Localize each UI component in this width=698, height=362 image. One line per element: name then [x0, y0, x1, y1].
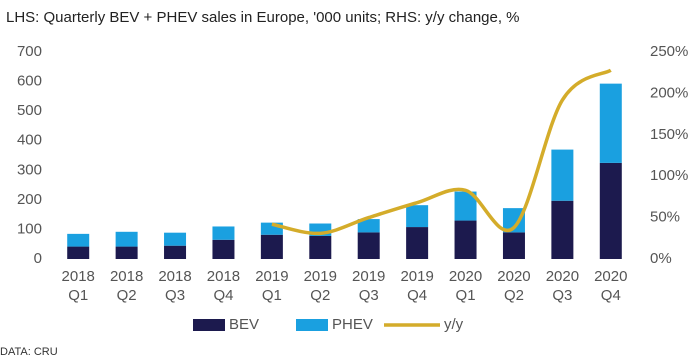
x-tick-label: 2020: [497, 268, 530, 285]
x-tick-label: Q2: [310, 287, 330, 304]
x-tick-label: Q3: [359, 287, 379, 304]
x-tick-label: 2018: [62, 268, 95, 285]
y-tick-label: 300: [17, 161, 42, 178]
x-tick-label: Q1: [68, 287, 88, 304]
legend-swatch: [296, 319, 328, 331]
y-tick-label: 200: [17, 191, 42, 208]
bar: [260, 234, 283, 259]
bar: [164, 232, 187, 246]
x-tick-label: Q4: [213, 287, 233, 304]
bar: [502, 232, 525, 259]
x-tick-label: 2019: [304, 268, 337, 285]
x-tick-label: Q2: [504, 287, 524, 304]
bar: [502, 208, 525, 233]
x-tick-label: 2019: [255, 268, 288, 285]
x-tick-label: Q3: [552, 287, 572, 304]
x-tick-label: 2020: [594, 268, 627, 285]
x-tick-label: 2020: [449, 268, 482, 285]
x-tick-label: Q2: [117, 287, 137, 304]
x-tick-label: 2018: [110, 268, 143, 285]
y-tick-label: 0: [34, 250, 42, 267]
bar: [212, 226, 235, 240]
y2-tick-label: 100%: [650, 167, 688, 184]
y-tick-label: 600: [17, 73, 42, 90]
x-tick-label: Q3: [165, 287, 185, 304]
legend-label: PHEV: [332, 316, 373, 333]
x-tick-label: 2020: [546, 268, 579, 285]
bar: [599, 162, 622, 259]
y-tick-label: 100: [17, 220, 42, 237]
bar: [406, 205, 429, 228]
legend-label: BEV: [229, 316, 259, 333]
y2-tick-label: 200%: [650, 84, 688, 101]
bar: [309, 235, 332, 259]
bar: [67, 233, 90, 247]
y2-tick-label: 250%: [650, 43, 688, 60]
bar: [357, 232, 380, 259]
line: [271, 68, 612, 236]
bar: [406, 227, 429, 259]
y-tick-label: 400: [17, 132, 42, 149]
bar: [599, 83, 622, 163]
legend-label: y/y: [444, 316, 464, 333]
bar: [212, 239, 235, 259]
bar: [67, 246, 90, 259]
x-tick-label: Q1: [456, 287, 476, 304]
bar: [551, 200, 574, 259]
x-tick-label: 2018: [207, 268, 240, 285]
bar: [164, 245, 187, 259]
bar: [551, 149, 574, 201]
x-tick-label: Q1: [262, 287, 282, 304]
bar: [357, 219, 380, 233]
source: DATA: CRU: [0, 346, 58, 358]
legend-swatch: [193, 319, 225, 331]
x-tick-label: Q4: [407, 287, 427, 304]
x-tick-label: Q4: [601, 287, 621, 304]
y-tick-label: 700: [17, 43, 42, 60]
bar: [454, 220, 477, 259]
bar: [454, 191, 477, 221]
bar: [115, 246, 138, 259]
y2-tick-label: 0%: [650, 250, 672, 267]
x-tick-label: 2018: [158, 268, 191, 285]
x-tick-label: 2019: [400, 268, 433, 285]
y2-tick-label: 50%: [650, 209, 680, 226]
y2-tick-label: 150%: [650, 126, 688, 143]
y-tick-label: 500: [17, 102, 42, 119]
bar: [115, 231, 138, 247]
x-tick-label: 2019: [352, 268, 385, 285]
chart-title: LHS: Quarterly BEV + PHEV sales in Europ…: [6, 9, 520, 26]
